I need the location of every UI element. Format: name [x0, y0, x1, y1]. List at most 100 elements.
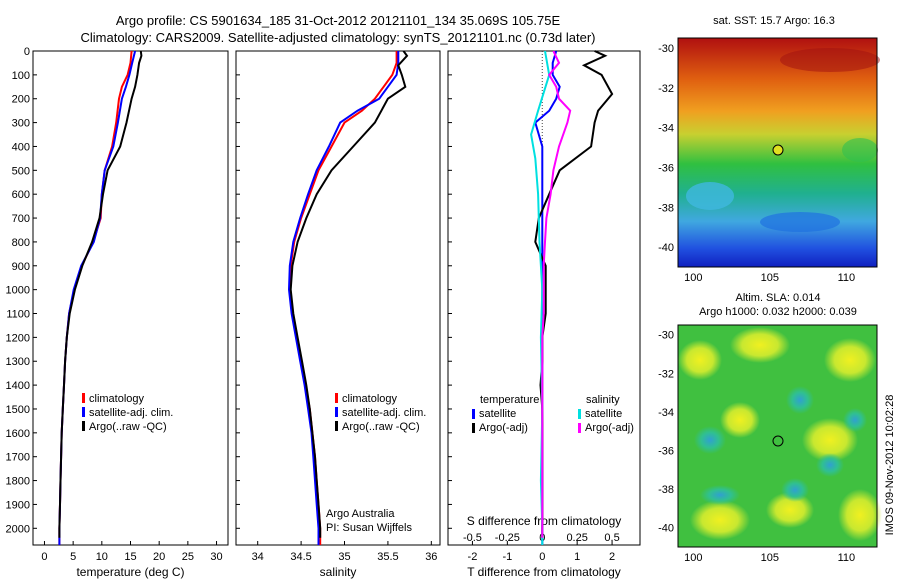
- legend-swatch: [82, 421, 85, 431]
- legend-swatch: [335, 393, 338, 403]
- map-y-tick-label: -38: [658, 202, 674, 214]
- map-x-tick-label: 100: [684, 552, 702, 564]
- y-tick-label: 100: [12, 70, 30, 82]
- y-tick-label: 1200: [6, 332, 30, 344]
- y-tick-label: 800: [12, 237, 30, 249]
- legend-entry: Argo(..raw -QC): [342, 421, 420, 433]
- y-tick-label: 700: [12, 213, 30, 225]
- map-y-tick-label: -34: [658, 123, 674, 135]
- x-tick-label: 35.5: [377, 551, 398, 563]
- x2-axis-label: S difference from climatology: [467, 514, 622, 528]
- y-tick-label: 1400: [6, 380, 30, 392]
- legend-swatch: [578, 423, 581, 433]
- series-line: [58, 50, 143, 538]
- x2-tick-label: 0.25: [566, 532, 587, 544]
- legend-entry: temperature: [480, 394, 539, 406]
- y-tick-label: 500: [12, 165, 30, 177]
- legend-swatch: [335, 407, 338, 417]
- legend-entry: satellite-adj. clim.: [89, 407, 173, 419]
- x-tick-label: 1: [574, 551, 580, 563]
- legend-entry: satellite-adj. clim.: [342, 407, 426, 419]
- map-y-tick-label: -30: [658, 43, 674, 55]
- map-y-tick-label: -36: [658, 162, 674, 174]
- y-tick-label: 1500: [6, 404, 30, 416]
- x-tick-label: 35: [338, 551, 350, 563]
- map-y-tick-label: -30: [658, 330, 674, 342]
- legend-swatch: [472, 409, 475, 419]
- map-y-tick-label: -40: [658, 523, 674, 535]
- map-x-tick-label: 110: [838, 272, 856, 284]
- series-line: [288, 51, 398, 545]
- x-tick-label: 0: [539, 551, 545, 563]
- x-tick-label: -1: [502, 551, 512, 563]
- series-line: [534, 50, 614, 538]
- y-tick-label: 2000: [6, 523, 30, 535]
- sla-map-subtitle: Argo h1000: 0.032 h2000: 0.039: [699, 306, 857, 318]
- series-line: [287, 51, 400, 545]
- x2-tick-label: 0.5: [604, 532, 619, 544]
- series-line: [530, 50, 551, 545]
- y-tick-label: 1600: [6, 428, 30, 440]
- salinity-panel-frame: [235, 50, 441, 546]
- series-line: [289, 50, 409, 538]
- x-tick-label: 36: [425, 551, 437, 563]
- y-tick-label: 1800: [6, 476, 30, 488]
- y-tick-label: 400: [12, 141, 30, 153]
- x2-tick-label: -0.25: [495, 532, 520, 544]
- legend-entry: salinity: [586, 394, 620, 406]
- sla-map-title: Altim. SLA: 0.014: [736, 292, 821, 304]
- series-line: [534, 50, 561, 545]
- temperature-panel-frame: [32, 50, 229, 546]
- map-y-tick-label: -38: [658, 484, 674, 496]
- map-y-tick-label: -32: [658, 83, 674, 95]
- map-x-tick-label: 105: [761, 552, 779, 564]
- header-line-2: Climatology: CARS2009. Satellite-adjuste…: [81, 30, 596, 45]
- map-x-tick-label: 105: [761, 272, 779, 284]
- map-y-tick-label: -40: [658, 242, 674, 254]
- legend-swatch: [335, 421, 338, 431]
- x-axis-label: T difference from climatology: [467, 565, 621, 579]
- y-tick-label: 900: [12, 261, 30, 273]
- x-tick-label: 0: [41, 551, 47, 563]
- x-tick-label: 30: [210, 551, 222, 563]
- argo-float-marker-sst: [772, 144, 784, 156]
- x-tick-label: -2: [468, 551, 478, 563]
- y-tick-label: 1300: [6, 356, 30, 368]
- x-tick-label: 2: [609, 551, 615, 563]
- imos-timestamp: IMOS 09-Nov-2012 10:02:28: [884, 395, 896, 536]
- series-line: [58, 50, 133, 545]
- legend-entry: climatology: [89, 393, 145, 405]
- map-y-tick-label: -36: [658, 445, 674, 457]
- y-tick-label: 200: [12, 94, 30, 106]
- y-tick-label: 0: [24, 46, 30, 58]
- difference-panel-frame: [447, 50, 641, 546]
- x-tick-label: 25: [182, 551, 194, 563]
- x-tick-label: 5: [70, 551, 76, 563]
- panel-annotation: Argo Australia: [326, 508, 395, 520]
- legend-swatch: [578, 409, 581, 419]
- legend-entry: satellite: [585, 408, 622, 420]
- y-tick-label: 1900: [6, 499, 30, 511]
- legend-entry: Argo(-adj): [479, 422, 528, 434]
- legend-entry: satellite: [479, 408, 516, 420]
- x2-tick-label: -0.5: [463, 532, 482, 544]
- sst-map-title: sat. SST: 15.7 Argo: 16.3: [713, 15, 835, 27]
- map-x-tick-label: 110: [838, 552, 856, 564]
- y-tick-label: 300: [12, 118, 30, 130]
- x-tick-label: 34: [252, 551, 264, 563]
- legend-swatch: [472, 423, 475, 433]
- argo-float-marker-sla: [772, 435, 784, 447]
- legend-swatch: [82, 407, 85, 417]
- x-axis-label: temperature (deg C): [76, 565, 184, 579]
- header-line-1: Argo profile: CS 5901634_185 31-Oct-2012…: [116, 13, 561, 28]
- x-tick-label: 10: [96, 551, 108, 563]
- panel-annotation: PI: Susan Wijffels: [326, 522, 412, 534]
- x-axis-label: salinity: [320, 565, 357, 579]
- legend-swatch: [82, 393, 85, 403]
- legend-entry: climatology: [342, 393, 398, 405]
- map-x-tick-label: 100: [684, 272, 702, 284]
- x-tick-label: 15: [124, 551, 136, 563]
- x-tick-label: 20: [153, 551, 165, 563]
- y-tick-label: 1000: [6, 285, 30, 297]
